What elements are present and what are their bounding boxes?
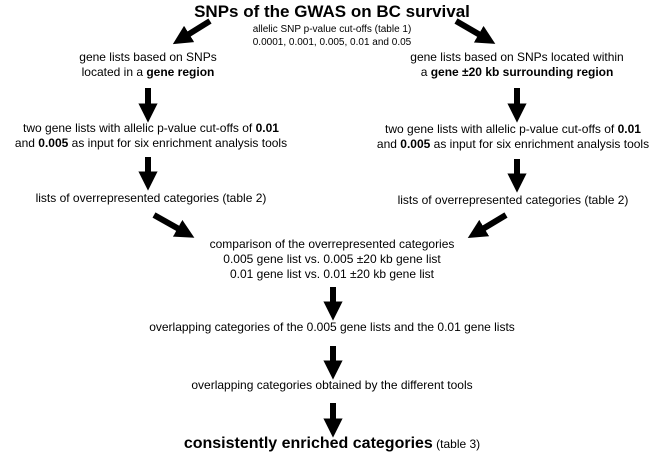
left-box3: lists of overrepresented categories (tab… (35, 191, 267, 205)
comparison-line1: comparison of the overrepresented catego… (209, 237, 455, 251)
right-box1-line2: a gene ±20 kb surrounding region (420, 65, 614, 79)
right-box1-line1: gene lists based on SNPs located within (410, 50, 624, 64)
diagram-title: SNPs of the GWAS on BC survival (194, 2, 470, 21)
cutoffs-line2: 0.0001, 0.001, 0.005, 0.01 and 0.05 (252, 37, 412, 48)
arrow-title-to-right (454, 18, 496, 44)
comparison-box: comparison of the overrepresented catego… (182, 237, 482, 282)
arrow-title-to-left (172, 18, 212, 45)
final-result-note: (table 3) (432, 437, 481, 451)
left-box1-line2: located in a gene region (81, 65, 215, 79)
left-box1: gene lists based on SNPs located in a ge… (28, 50, 268, 80)
overlap-box-2: overlapping categories obtained by the d… (191, 378, 473, 392)
cutoffs-note: allelic SNP p-value cut-offs (table 1) 0… (232, 23, 432, 49)
arrow-right-to-comparison (467, 212, 508, 238)
final-result-main: consistently enriched categories (183, 435, 433, 452)
right-box2-line2: and 0.005 as input for six enrichment an… (376, 137, 650, 151)
arrow-left-to-comparison (152, 212, 195, 238)
comparison-line3: 0.01 gene list vs. 0.01 ±20 kb gene list (229, 267, 435, 281)
right-box2-line1: two gene lists with allelic p-value cut-… (385, 122, 641, 136)
left-box1-line1: gene lists based on SNPs (79, 50, 217, 64)
left-box2: two gene lists with allelic p-value cut-… (0, 121, 302, 151)
right-box3: lists of overrepresented categories (tab… (397, 193, 629, 207)
comparison-line2: 0.005 gene list vs. 0.005 ±20 kb gene li… (223, 252, 441, 266)
final-result: consistently enriched categories (table … (0, 434, 664, 454)
cutoffs-line1: allelic SNP p-value cut-offs (table 1) (252, 24, 412, 35)
overlap-box-1: overlapping categories of the 0.005 gene… (149, 320, 515, 334)
right-box2: two gene lists with allelic p-value cut-… (362, 122, 664, 152)
right-box1: gene lists based on SNPs located within … (377, 50, 657, 80)
left-box2-line1: two gene lists with allelic p-value cut-… (23, 121, 279, 135)
left-box2-line2: and 0.005 as input for six enrichment an… (14, 136, 288, 150)
